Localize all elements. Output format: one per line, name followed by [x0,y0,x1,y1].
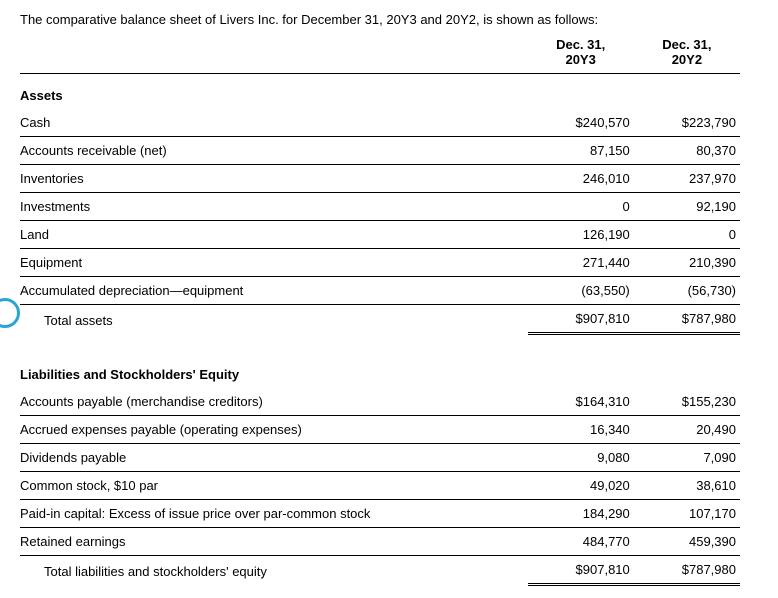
liability-line-label: Accrued expenses payable (operating expe… [20,416,528,444]
assets-section-header: Assets [20,74,740,110]
liability-line-y2: 20,490 [634,416,740,444]
asset-line-y3: 271,440 [528,249,634,277]
asset-line-row: Land126,1900 [20,221,740,249]
header-blank [20,37,528,74]
asset-line-row: Cash$240,570$223,790 [20,109,740,137]
total-liabilities-row: Total liabilities and stockholders' equi… [20,556,740,585]
assets-title: Assets [20,74,528,110]
asset-line-label: Accounts receivable (net) [20,137,528,165]
liability-line-y3: 9,080 [528,444,634,472]
liability-line-y3: 16,340 [528,416,634,444]
total-assets-label: Total assets [20,305,528,334]
liability-line-y2: $155,230 [634,388,740,416]
header-col-y2: Dec. 31, 20Y2 [634,37,740,74]
asset-line-y3: $240,570 [528,109,634,137]
liability-line-y3: 184,290 [528,500,634,528]
liability-line-row: Dividends payable9,0807,090 [20,444,740,472]
asset-line-row: Accounts receivable (net)87,15080,370 [20,137,740,165]
asset-line-y2: 237,970 [634,165,740,193]
total-assets-y2: $787,980 [634,305,740,334]
header-y3-line2: 20Y3 [528,52,634,67]
asset-line-y3: 126,190 [528,221,634,249]
liability-line-y2: 459,390 [634,528,740,556]
annotation-circle [0,298,20,328]
liability-line-y2: 38,610 [634,472,740,500]
asset-line-label: Investments [20,193,528,221]
liability-line-label: Paid-in capital: Excess of issue price o… [20,500,528,528]
asset-line-label: Land [20,221,528,249]
asset-line-y3: 0 [528,193,634,221]
asset-line-label: Cash [20,109,528,137]
column-header-row: Dec. 31, 20Y3 Dec. 31, 20Y2 [20,37,740,74]
liability-line-row: Paid-in capital: Excess of issue price o… [20,500,740,528]
liability-line-y3: $164,310 [528,388,634,416]
asset-line-row: Inventories246,010237,970 [20,165,740,193]
asset-line-y3: (63,550) [528,277,634,305]
total-liabilities-y2: $787,980 [634,556,740,585]
asset-line-y2: 210,390 [634,249,740,277]
liability-line-label: Accounts payable (merchandise creditors) [20,388,528,416]
asset-line-y3: 87,150 [528,137,634,165]
total-liabilities-y3: $907,810 [528,556,634,585]
asset-line-y2: 80,370 [634,137,740,165]
liabilities-section-header: Liabilities and Stockholders' Equity [20,353,740,388]
asset-line-row: Equipment271,440210,390 [20,249,740,277]
header-y2-line1: Dec. 31, [634,37,740,52]
liability-line-label: Retained earnings [20,528,528,556]
liability-line-row: Retained earnings484,770459,390 [20,528,740,556]
asset-line-y2: 0 [634,221,740,249]
header-y3-line1: Dec. 31, [528,37,634,52]
liability-line-row: Accounts payable (merchandise creditors)… [20,388,740,416]
header-y2-line2: 20Y2 [634,52,740,67]
asset-line-row: Investments092,190 [20,193,740,221]
liability-line-y3: 484,770 [528,528,634,556]
liability-line-label: Dividends payable [20,444,528,472]
liability-line-row: Accrued expenses payable (operating expe… [20,416,740,444]
header-col-y3: Dec. 31, 20Y3 [528,37,634,74]
asset-line-y2: $223,790 [634,109,740,137]
asset-line-y2: (56,730) [634,277,740,305]
asset-line-y3: 246,010 [528,165,634,193]
liability-line-row: Common stock, $10 par49,02038,610 [20,472,740,500]
liability-line-y3: 49,020 [528,472,634,500]
asset-line-label: Inventories [20,165,528,193]
liability-line-label: Common stock, $10 par [20,472,528,500]
liability-line-y2: 7,090 [634,444,740,472]
liability-line-y2: 107,170 [634,500,740,528]
liabilities-title: Liabilities and Stockholders' Equity [20,353,528,388]
total-liabilities-label: Total liabilities and stockholders' equi… [20,556,528,585]
asset-line-label: Equipment [20,249,528,277]
total-assets-y3: $907,810 [528,305,634,334]
asset-line-label: Accumulated depreciation—equipment [20,277,528,305]
asset-line-row: Accumulated depreciation—equipment(63,55… [20,277,740,305]
asset-line-y2: 92,190 [634,193,740,221]
total-assets-row: Total assets $907,810 $787,980 [20,305,740,334]
intro-text: The comparative balance sheet of Livers … [20,12,758,27]
balance-sheet-table: Dec. 31, 20Y3 Dec. 31, 20Y2 Assets Cash$… [20,37,740,586]
